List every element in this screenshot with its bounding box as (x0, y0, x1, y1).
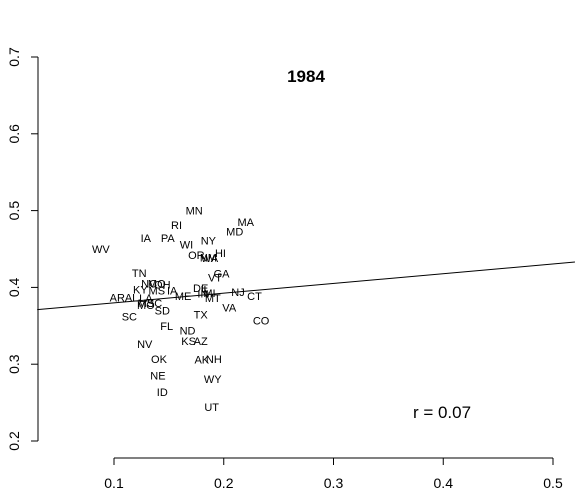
point-label-wi: WI (180, 239, 193, 251)
point-label-mi: MI (203, 288, 215, 300)
x-tick-label: 0.3 (324, 475, 344, 491)
point-label-mo: MO (148, 279, 166, 291)
point-label-ak: AK (194, 355, 209, 367)
point-label-va: VA (222, 302, 237, 314)
x-tick-label: 0.4 (434, 475, 454, 491)
point-label-nv: NV (137, 339, 153, 351)
point-label-ut: UT (204, 402, 219, 414)
chart-title: 1984 (287, 67, 325, 86)
y-tick-label: 0.2 (6, 431, 22, 451)
x-axis-ticks: 0.1 0.2 0.3 0.4 0.5 (104, 458, 563, 491)
point-label-la: LA (139, 293, 153, 305)
point-label-sc: SC (147, 298, 162, 310)
correlation-label: r = 0.07 (413, 403, 471, 422)
x-tick-label: 0.2 (214, 475, 234, 491)
x-tick-label: 0.1 (104, 475, 124, 491)
y-tick-label: 0.6 (6, 124, 22, 144)
point-label-nc: NC (141, 279, 157, 291)
point-label-me: ME (175, 291, 192, 303)
point-label-tn: TN (132, 268, 147, 280)
point-label-hi: HI (215, 248, 226, 260)
point-label-ia: IA (167, 285, 178, 297)
point-label-nh: NH (206, 354, 222, 366)
point-label-nm: NM (200, 252, 217, 264)
point-label-wy: WY (204, 374, 222, 386)
point-label-co: CO (253, 315, 270, 327)
point-label-tx: TX (194, 309, 209, 321)
point-label-ms: MS (149, 285, 166, 297)
point-label-or: OR (188, 250, 205, 262)
point-label-ne: NE (150, 371, 165, 383)
point-label-al: AL (125, 292, 138, 304)
point-label-in: IN (197, 289, 208, 301)
point-label-nj: NJ (231, 287, 244, 299)
y-tick-label: 0.7 (6, 47, 22, 67)
point-label-sc: SC (122, 312, 137, 324)
point-label-ct: CT (247, 291, 262, 303)
point-label-md: MD (226, 226, 243, 238)
regression-line (37, 261, 575, 311)
point-label-wv: WV (92, 244, 110, 256)
point-label-ok: OK (151, 354, 168, 366)
y-axis-ticks: 0.2 0.3 0.4 0.5 0.6 0.7 (6, 47, 38, 451)
point-label-ar: AR (110, 292, 125, 304)
point-label-ky: KY (133, 285, 148, 297)
point-label-nd: ND (180, 325, 196, 337)
y-tick-label: 0.5 (6, 201, 22, 221)
axes: 0.2 0.3 0.4 0.5 0.6 0.7 0.1 0.2 0.3 0.4 0.5 (6, 47, 563, 491)
point-label-il: IL (200, 285, 209, 297)
point-label-sd: SD (155, 305, 170, 317)
point-label-ma: MA (237, 217, 254, 229)
point-label-ks: KS (181, 336, 196, 348)
point-label-mn: MN (186, 206, 203, 218)
point-label-fl: FL (160, 321, 173, 333)
point-label-vt: VT (208, 272, 222, 284)
point-label-id: ID (157, 387, 168, 399)
point-label-mo: MO (137, 300, 155, 312)
y-tick-label: 0.4 (6, 277, 22, 297)
x-tick-label: 0.5 (543, 475, 563, 491)
y-tick-label: 0.3 (6, 354, 22, 374)
point-label-az: AZ (194, 336, 208, 348)
point-label-pa: PA (161, 233, 176, 245)
point-label-ri: RI (171, 220, 182, 232)
point-label-mt: MT (205, 293, 221, 305)
point-label-oh: OH (154, 279, 171, 291)
point-label-de: DE (193, 283, 208, 295)
point-label-ga: GA (214, 269, 231, 281)
point-label-ia: IA (141, 233, 152, 245)
point-label-ny: NY (201, 236, 217, 248)
point-label-wa: WA (201, 253, 219, 265)
point-label-ms: MS (138, 298, 155, 310)
